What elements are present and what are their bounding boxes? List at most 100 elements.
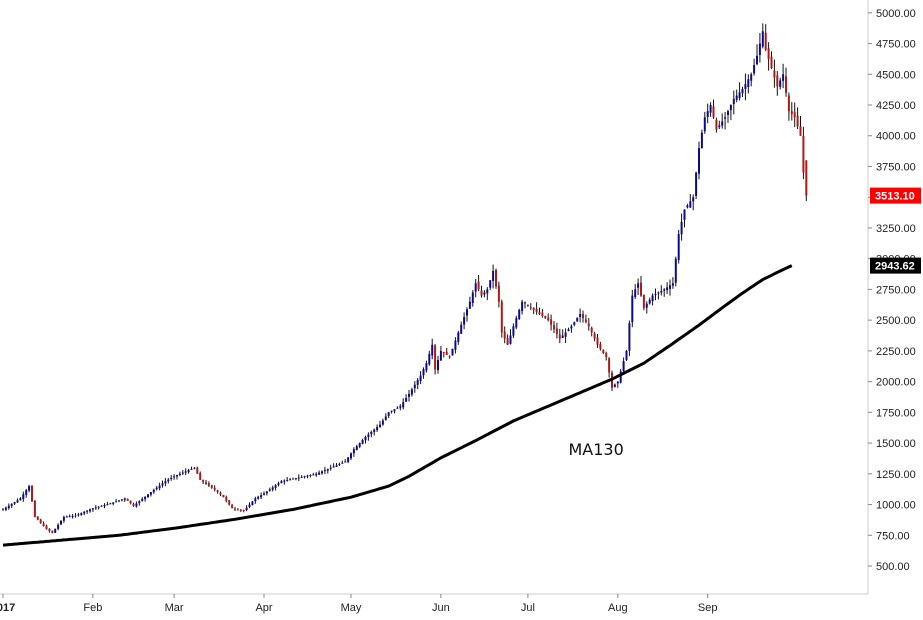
candle-body-up	[115, 501, 118, 503]
candle-body-up	[289, 479, 292, 481]
candle-body-down	[48, 529, 51, 531]
candle-body-up	[410, 389, 413, 395]
candle-body-down	[584, 319, 587, 323]
candle-body-up	[709, 105, 712, 113]
y-tick-label: 3250.00	[876, 223, 916, 235]
candle-body-up	[727, 111, 729, 115]
candle-body-up	[187, 470, 190, 473]
candle-body-up	[573, 322, 576, 325]
candle-body-up	[439, 350, 442, 361]
candle-body-down	[231, 504, 234, 509]
candle-body-up	[120, 499, 123, 501]
candle-body-up	[471, 292, 474, 304]
candle-body-up	[335, 465, 338, 467]
candle-body-up	[463, 317, 466, 325]
candle-body-up	[416, 380, 419, 385]
candle-body-down	[45, 525, 48, 530]
candle-body-down	[787, 95, 790, 112]
candle-body-up	[390, 410, 393, 412]
ma130-value-badge: 2943.62	[870, 257, 921, 274]
candle-body-down	[802, 135, 805, 173]
candle-body-down	[799, 126, 802, 136]
candle-body-down	[480, 290, 483, 296]
candle-body-up	[686, 205, 689, 208]
candle-body-down	[640, 282, 642, 296]
y-tick-label: 1250.00	[876, 469, 916, 481]
y-tick-label: 2750.00	[876, 284, 916, 296]
candle-body-up	[181, 472, 184, 474]
candle-body-up	[109, 503, 112, 505]
candle-body-up	[280, 481, 283, 484]
candle-body-down	[196, 467, 199, 474]
candle-body-down	[602, 349, 605, 353]
candle-body-up	[28, 486, 31, 491]
candle-body-up	[138, 501, 141, 504]
candle-body-down	[524, 302, 526, 304]
candle-body-down	[538, 311, 541, 314]
x-tick-label: 2017	[0, 602, 15, 614]
candle-body-up	[338, 463, 341, 465]
y-tick-label: 3750.00	[876, 161, 916, 173]
candle-body-up	[86, 510, 89, 512]
candle-body-down	[544, 316, 547, 319]
candle-body-up	[318, 472, 321, 475]
candle-body-down	[216, 490, 219, 493]
candle-body-up	[671, 283, 674, 286]
candle-body-up	[570, 326, 573, 329]
x-axis-ticks: 2017 Feb Mar Apr May Jun Jul Aug Sep	[0, 594, 717, 614]
candle-body-down	[132, 503, 135, 506]
candle-body-up	[370, 432, 373, 435]
candle-body-down	[51, 530, 54, 533]
candle-body-up	[83, 511, 86, 514]
candle-body-down	[500, 301, 503, 333]
candle-body-up	[2, 509, 4, 511]
y-tick-label: 500.00	[876, 561, 910, 573]
candle-body-down	[234, 508, 236, 510]
candle-body-up	[152, 489, 155, 493]
last-price-label: 3513.10	[875, 191, 915, 203]
candle-body-up	[706, 111, 709, 118]
candle-body-up	[94, 507, 97, 509]
y-tick-label: 2000.00	[876, 377, 916, 389]
candle-body-up	[402, 402, 405, 408]
candle-body-up	[576, 318, 579, 322]
candle-body-up	[13, 502, 16, 504]
candle-body-up	[631, 295, 634, 323]
candle-body-up	[376, 427, 379, 431]
y-tick-label: 1500.00	[876, 438, 916, 450]
candle-body-up	[100, 505, 103, 507]
candle-body-down	[605, 353, 608, 358]
candle-body-up	[756, 55, 758, 65]
candle-body-up	[358, 443, 361, 447]
candle-body-up	[355, 446, 358, 451]
candle-body-up	[619, 371, 622, 383]
candle-body-up	[779, 80, 782, 87]
candle-body-down	[36, 516, 39, 520]
candle-body-up	[428, 353, 431, 365]
candle-body-down	[202, 480, 205, 482]
candle-body-up	[190, 468, 193, 470]
candle-body-up	[65, 516, 68, 518]
candle-body-down	[793, 111, 796, 118]
candle-body-down	[535, 308, 538, 312]
candle-body-up	[344, 461, 347, 463]
candle-body-down	[541, 312, 544, 317]
candle-body-up	[68, 516, 71, 518]
candle-body-up	[732, 98, 735, 104]
candle-body-up	[326, 468, 329, 471]
candle-body-up	[141, 498, 144, 501]
candle-body-down	[33, 500, 36, 517]
candle-body-up	[193, 467, 196, 469]
candle-body-down	[219, 492, 222, 495]
candle-body-up	[698, 148, 700, 174]
candle-body-up	[170, 477, 173, 480]
candle-body-up	[761, 31, 764, 47]
candle-body-up	[303, 476, 306, 478]
candle-body-up	[315, 473, 318, 476]
candle-body-up	[750, 74, 753, 81]
candle-body-up	[468, 301, 471, 309]
candle-body-up	[321, 471, 323, 474]
candle-body-up	[735, 95, 738, 100]
candle-body-up	[176, 475, 178, 477]
candle-body-up	[782, 74, 785, 81]
